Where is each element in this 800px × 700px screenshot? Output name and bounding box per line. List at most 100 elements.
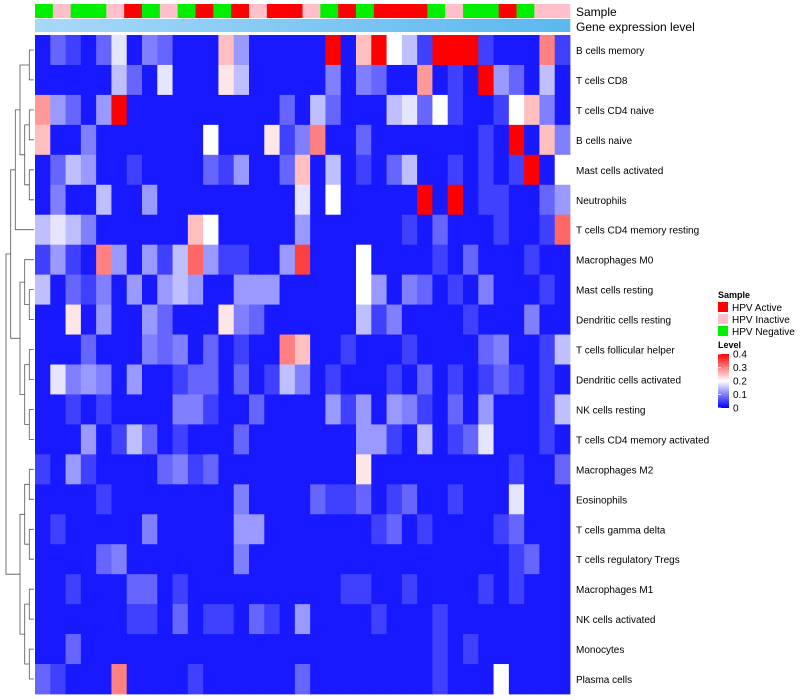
heatmap-cell (371, 544, 387, 575)
heatmap-cell (218, 244, 235, 276)
row-label: Neutrophils (576, 196, 627, 207)
heatmap-cell (264, 454, 280, 485)
heatmap-cell (356, 94, 372, 126)
heatmap-cell (96, 184, 112, 216)
expression-annotation-cell (159, 19, 170, 32)
heatmap-cell (218, 94, 235, 126)
expression-annotation-cell (88, 19, 98, 32)
heatmap-cell (80, 604, 97, 635)
expression-annotation-cell (240, 19, 250, 32)
heatmap-cell (310, 94, 326, 126)
heatmap-cell (142, 244, 158, 276)
heatmap-cell (371, 124, 387, 156)
heatmap-cell (96, 94, 112, 126)
heatmap-cell (386, 184, 403, 216)
heatmap-cell (50, 94, 66, 126)
expression-annotation-cell (329, 19, 339, 32)
heatmap-cell (172, 394, 189, 425)
heatmap-cell (157, 334, 173, 365)
heatmap-cell (356, 604, 372, 635)
heatmap-cell (371, 35, 387, 66)
legend-swatch (718, 326, 728, 336)
heatmap-cell (279, 484, 296, 515)
expression-annotation-cell (347, 19, 357, 32)
heatmap-cell (493, 604, 510, 635)
sample-annotation-cell (427, 4, 446, 18)
heatmap-cell (325, 604, 342, 635)
heatmap-cell (172, 304, 189, 335)
heatmap-cell (554, 544, 571, 575)
heatmap-cell (157, 364, 173, 395)
heatmap-cell (478, 94, 494, 126)
heatmap-cell (187, 334, 204, 365)
heatmap-cell (539, 364, 556, 395)
heatmap-cell (432, 664, 449, 695)
heatmap-cell (172, 544, 189, 575)
heatmap-cell (539, 304, 556, 335)
expression-annotation-cell (142, 19, 152, 32)
heatmap-cell (325, 94, 342, 126)
row-label: Eosinophils (576, 495, 627, 506)
heatmap-cell (218, 514, 235, 545)
heatmap-cell (65, 184, 82, 216)
heatmap-cell (386, 574, 403, 605)
heatmap-cell (126, 274, 143, 305)
heatmap-cell (463, 274, 479, 305)
heatmap-cell (203, 664, 219, 695)
heatmap-cell (233, 544, 250, 575)
heatmap-cell (65, 124, 82, 156)
heatmap-cell (478, 664, 494, 695)
heatmap-cell (310, 424, 326, 455)
heatmap-cell (371, 304, 387, 335)
annotation-label-sample: Sample (576, 5, 617, 19)
heatmap-cell (142, 334, 158, 365)
heatmap-cell (447, 334, 464, 365)
heatmap-cell (96, 274, 112, 305)
heatmap-cell (35, 184, 51, 216)
dendrogram-branch (24, 603, 30, 665)
heatmap-cell (249, 484, 265, 515)
heatmap-cell (325, 244, 342, 276)
heatmap-cell (325, 35, 342, 66)
heatmap-cell (172, 364, 189, 395)
legend-swatch (718, 302, 728, 312)
heatmap-cell (157, 514, 173, 545)
heatmap-cell (203, 64, 219, 96)
row-label: Mast cells resting (576, 286, 653, 297)
row-label: T cells regulatory Tregs (576, 555, 680, 566)
heatmap-cell (111, 274, 128, 305)
heatmap-cell (249, 124, 265, 156)
heatmap-cell (264, 664, 280, 695)
dendrogram-branch (28, 468, 34, 500)
heatmap-cell (294, 514, 311, 545)
heatmap-cell (187, 214, 204, 246)
heatmap-cell (187, 634, 204, 665)
dendrogram-branch (28, 49, 34, 81)
heatmap-cell (264, 424, 280, 455)
heatmap-cell (65, 634, 82, 665)
heatmap-cell (493, 274, 510, 305)
heatmap-cell (554, 394, 571, 425)
heatmap-cell (447, 184, 464, 216)
heatmap-cell (233, 634, 250, 665)
heatmap-cell (157, 274, 173, 305)
heatmap-cell (340, 484, 357, 515)
heatmap-cell (111, 64, 128, 96)
heatmap-cell (554, 424, 571, 455)
sample-annotation-cell (409, 4, 428, 18)
heatmap-cell (524, 334, 540, 365)
heatmap-cell (508, 514, 525, 545)
heatmap-cell (401, 124, 418, 156)
heatmap-cell (325, 364, 342, 395)
heatmap-cell (157, 394, 173, 425)
heatmap-cell (478, 124, 494, 156)
heatmap-cell (340, 244, 357, 276)
heatmap-cell (80, 394, 97, 425)
heatmap-cell (539, 664, 556, 695)
heatmap-cell (233, 574, 250, 605)
heatmap-cell (524, 154, 540, 186)
heatmap-cell (96, 604, 112, 635)
heatmap-cell (493, 364, 510, 395)
heatmap-cell (310, 214, 326, 246)
heatmap-cell (539, 94, 556, 126)
